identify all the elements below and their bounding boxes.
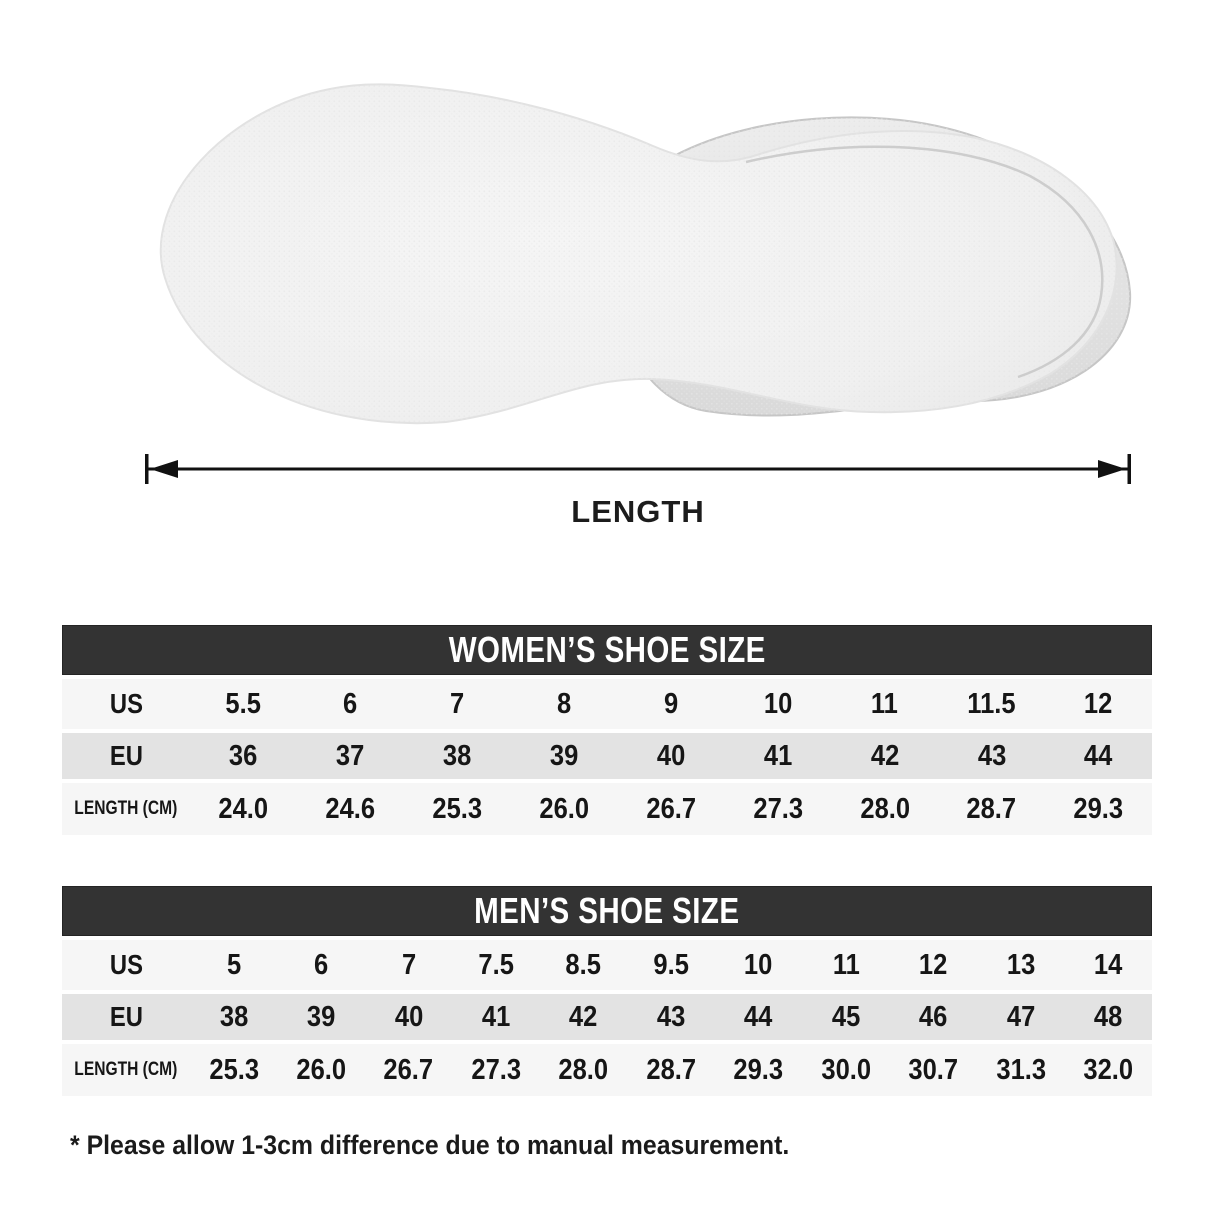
row-label-cell: US	[109, 688, 143, 719]
size-cell: 32.0	[1083, 1053, 1134, 1086]
mens-table-header: MEN’S SHOE SIZE	[62, 886, 1152, 936]
row-label-cell: US	[109, 949, 143, 980]
size-cell: 38	[219, 1000, 248, 1033]
size-cell: 47	[1006, 1000, 1036, 1033]
size-cell: 7	[450, 687, 465, 720]
size-cell: 36	[229, 739, 258, 772]
mens-table-title: MEN’S SHOE SIZE	[474, 890, 740, 931]
size-cell: 44	[1084, 739, 1113, 772]
measurement-note-text: * Please allow 1-3cm difference due to m…	[70, 1130, 790, 1160]
size-cell: 5.5	[225, 687, 262, 720]
size-cell: 24.0	[218, 792, 269, 825]
size-cell: 13	[1006, 948, 1036, 981]
table-row-us: US 5 6 7 7.5 8.5 9.5 10 11 12 13 14	[62, 940, 1152, 990]
insole-image	[148, 80, 1143, 430]
table-row-length: LENGTH (CM) 24.0 24.6 25.3 26.0 26.7 27.…	[62, 783, 1152, 835]
size-cell: 42	[569, 1000, 598, 1033]
size-cell: 26.7	[383, 1053, 434, 1086]
size-cell: 41	[763, 739, 793, 772]
row-label-cell: EU	[109, 1001, 143, 1032]
size-cell: 40	[394, 1000, 423, 1033]
size-cell: 44	[744, 1000, 773, 1033]
size-cell: 39	[306, 1000, 336, 1033]
size-cell: 8.5	[565, 948, 602, 981]
row-label-cell: LENGTH (CM)	[74, 798, 178, 819]
size-cell: 40	[656, 739, 686, 772]
length-arrow-graphic	[145, 454, 1131, 484]
size-cell: 28.0	[558, 1053, 609, 1086]
size-cell: 38	[443, 739, 472, 772]
size-cell: 7.5	[478, 948, 514, 981]
size-cell: 27.3	[471, 1053, 521, 1086]
size-cell: 31.3	[995, 1053, 1046, 1086]
size-cell: 8	[557, 687, 572, 720]
size-cell: 46	[919, 1000, 948, 1033]
table-row-eu: EU 38 39 40 41 42 43 44 45 46 47 48	[62, 994, 1152, 1040]
womens-table-header: WOMEN’S SHOE SIZE	[62, 625, 1152, 675]
table-row-length: LENGTH (CM) 25.3 26.0 26.7 27.3 28.0 28.…	[62, 1044, 1152, 1096]
length-label: LENGTH	[571, 494, 705, 529]
size-cell: 11	[832, 948, 860, 981]
womens-table-title: WOMEN’S SHOE SIZE	[448, 629, 766, 670]
size-cell: 42	[870, 739, 899, 772]
length-arrow	[145, 452, 1131, 486]
size-cell: 37	[336, 739, 365, 772]
measurement-note: * Please allow 1-3cm difference due to m…	[70, 1128, 1150, 1162]
table-row-eu: EU 36 37 38 39 40 41 42 43 44	[62, 733, 1152, 779]
insole-illustration	[159, 83, 1132, 425]
size-cell: 26.0	[539, 792, 589, 825]
size-cell: 30.0	[821, 1053, 871, 1086]
size-cell: 11.5	[967, 687, 1016, 720]
size-cell: 28.7	[966, 792, 1017, 825]
size-cell: 29.3	[733, 1053, 784, 1086]
size-cell: 14	[1094, 948, 1123, 981]
size-cell: 12	[919, 948, 948, 981]
size-cell: 45	[831, 1000, 861, 1033]
size-cell: 6	[314, 948, 329, 981]
table-row-us: US 5.5 6 7 8 9 10 11 11.5 12	[62, 679, 1152, 729]
size-cell: 10	[744, 948, 773, 981]
size-cell: 28.7	[646, 1053, 696, 1086]
size-cell: 10	[763, 687, 793, 720]
size-cell: 25.3	[432, 792, 483, 825]
size-cell: 12	[1084, 687, 1113, 720]
size-cell: 27.3	[753, 792, 803, 825]
size-cell: 6	[343, 687, 358, 720]
size-cell: 26.7	[646, 792, 696, 825]
size-cell: 25.3	[208, 1053, 259, 1086]
womens-size-table: WOMEN’S SHOE SIZE US 5.5 6 7 8 9 10 11 1…	[62, 625, 1152, 835]
size-cell: 39	[549, 739, 579, 772]
size-cell: 24.6	[325, 792, 376, 825]
size-cell: 29.3	[1073, 792, 1124, 825]
row-label-cell: EU	[109, 740, 143, 771]
size-cell: 26.0	[296, 1053, 347, 1086]
size-cell: 9	[663, 687, 679, 720]
size-cell: 11	[871, 687, 899, 720]
size-cell: 28.0	[859, 792, 910, 825]
size-cell: 9.5	[653, 948, 689, 981]
mens-size-table: MEN’S SHOE SIZE US 5 6 7 7.5 8.5 9.5 10 …	[62, 886, 1152, 1096]
row-label-cell: LENGTH (CM)	[74, 1059, 178, 1080]
size-cell: 48	[1094, 1000, 1123, 1033]
size-cell: 43	[656, 1000, 686, 1033]
size-cell: 43	[977, 739, 1006, 772]
size-cell: 7	[401, 948, 416, 981]
size-cell: 5	[226, 948, 241, 981]
size-cell: 41	[481, 1000, 511, 1033]
size-cell: 30.7	[908, 1053, 959, 1086]
